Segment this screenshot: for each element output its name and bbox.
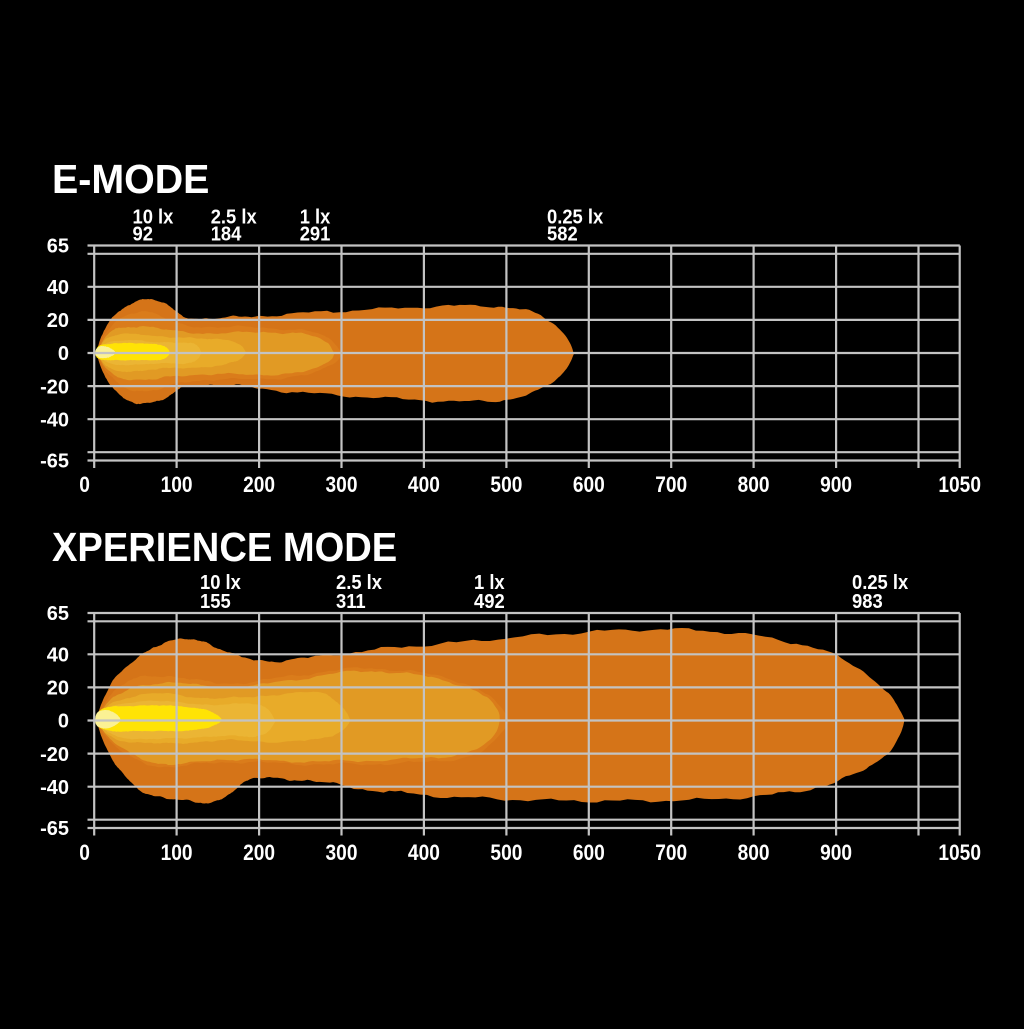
svg-text:600: 600	[573, 473, 605, 498]
svg-text:10 lx: 10 lx	[133, 207, 174, 229]
svg-text:XPERIENCE MODE: XPERIENCE MODE	[52, 525, 397, 571]
svg-text:400: 400	[408, 473, 440, 498]
svg-text:400: 400	[408, 841, 440, 866]
svg-text:800: 800	[738, 841, 770, 866]
svg-text:0: 0	[58, 343, 69, 365]
svg-text:40: 40	[47, 645, 69, 667]
svg-text:155: 155	[200, 591, 231, 613]
svg-text:500: 500	[490, 841, 522, 866]
svg-text:1050: 1050	[938, 473, 981, 498]
svg-text:300: 300	[326, 473, 358, 498]
svg-text:1050: 1050	[938, 841, 981, 866]
svg-text:200: 200	[243, 473, 275, 498]
svg-text:0: 0	[79, 473, 90, 498]
svg-text:0.25 lx: 0.25 lx	[852, 572, 909, 594]
svg-text:1 lx: 1 lx	[300, 207, 331, 229]
svg-text:2.5 lx: 2.5 lx	[211, 207, 257, 229]
svg-text:20: 20	[47, 678, 69, 700]
svg-text:983: 983	[852, 591, 883, 613]
svg-text:65: 65	[47, 236, 69, 258]
svg-text:-65: -65	[40, 818, 69, 840]
svg-text:492: 492	[474, 591, 505, 613]
svg-text:-20: -20	[40, 376, 69, 398]
svg-text:900: 900	[820, 841, 852, 866]
svg-text:10 lx: 10 lx	[200, 572, 241, 594]
svg-text:-65: -65	[40, 451, 69, 473]
svg-text:40: 40	[47, 277, 69, 299]
svg-text:184: 184	[211, 224, 242, 246]
svg-text:311: 311	[336, 591, 366, 613]
svg-text:291: 291	[300, 224, 331, 246]
svg-text:-20: -20	[40, 744, 69, 766]
svg-text:900: 900	[820, 473, 852, 498]
svg-text:700: 700	[655, 841, 687, 866]
svg-text:300: 300	[326, 841, 358, 866]
svg-text:700: 700	[655, 473, 687, 498]
svg-text:65: 65	[47, 603, 69, 625]
svg-text:2.5 lx: 2.5 lx	[336, 572, 382, 594]
svg-text:100: 100	[161, 841, 193, 866]
svg-text:-40: -40	[40, 409, 69, 431]
svg-text:0: 0	[79, 841, 90, 866]
svg-text:0: 0	[58, 711, 69, 733]
svg-text:-40: -40	[40, 777, 69, 799]
svg-text:100: 100	[161, 473, 193, 498]
svg-text:800: 800	[738, 473, 770, 498]
svg-text:500: 500	[490, 473, 522, 498]
svg-text:600: 600	[573, 841, 605, 866]
svg-text:20: 20	[47, 310, 69, 332]
svg-text:582: 582	[547, 224, 578, 246]
svg-text:92: 92	[133, 224, 153, 246]
svg-text:200: 200	[243, 841, 275, 866]
svg-text:0.25 lx: 0.25 lx	[547, 207, 604, 229]
svg-text:E-MODE: E-MODE	[52, 156, 209, 202]
svg-text:1 lx: 1 lx	[474, 572, 505, 594]
